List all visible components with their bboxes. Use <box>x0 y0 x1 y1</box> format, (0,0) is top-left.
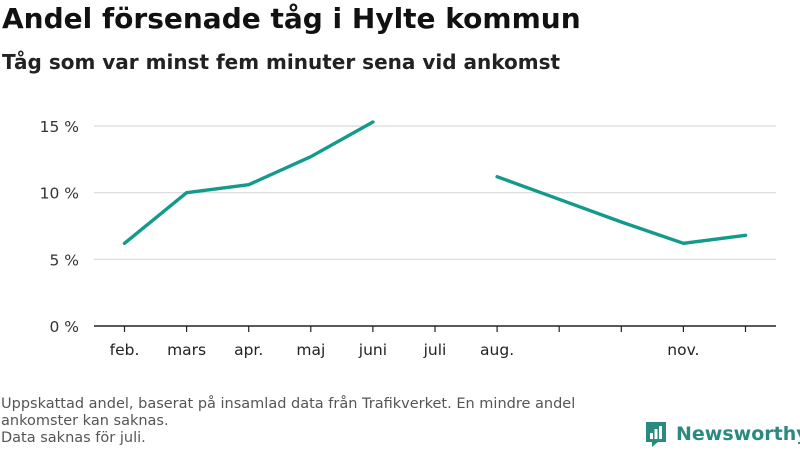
x-tick-label: mars <box>167 341 206 359</box>
series-line <box>122 120 375 245</box>
y-tick-label: 10 % <box>40 185 79 203</box>
chart-title: Andel försenade tåg i Hylte kommun <box>2 2 581 35</box>
x-tick-label: juli <box>423 341 447 359</box>
x-tick-label: nov. <box>667 341 699 359</box>
footnote-line-1: Uppskattad andel, baserat på insamlad da… <box>1 396 576 412</box>
chart-subtitle: Tåg som var minst fem minuter sena vid a… <box>2 50 561 74</box>
brand-name: Newsworthy <box>676 423 800 445</box>
y-tick-label: 15 % <box>40 118 79 136</box>
x-tick-label: apr. <box>234 341 263 359</box>
x-tick-label: maj <box>296 341 325 359</box>
footnote-line-3: Data saknas för juli. <box>1 430 146 446</box>
footnote: Uppskattad andel, baserat på insamlad da… <box>1 396 641 447</box>
x-tick-label: aug. <box>480 341 514 359</box>
series-line <box>495 175 748 245</box>
footnote-line-2: ankomster kan saknas. <box>1 413 169 429</box>
newsworthy-logo-icon <box>646 422 666 447</box>
x-tick-label: juni <box>358 341 387 359</box>
y-tick-label: 5 % <box>49 251 79 269</box>
y-tick-label: 0 % <box>49 318 79 336</box>
brand-logo[interactable]: Newsworthy <box>644 420 800 448</box>
x-tick-label: feb. <box>110 341 140 359</box>
